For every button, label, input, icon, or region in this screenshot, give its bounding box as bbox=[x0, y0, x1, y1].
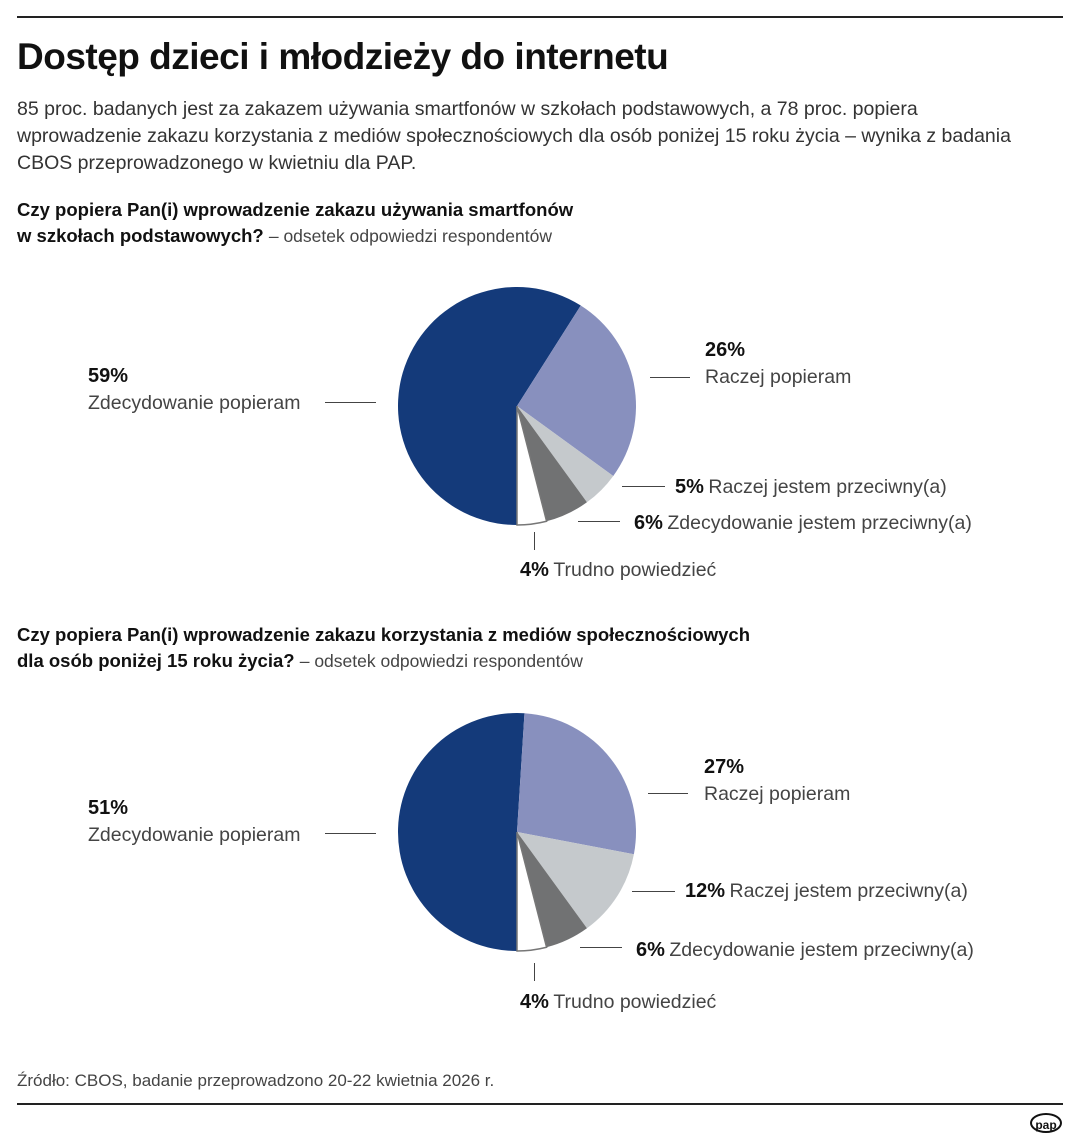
chart2-slice-0 bbox=[398, 713, 525, 951]
chart2-pct-1: 27% bbox=[704, 756, 745, 778]
chart1-slice-0 bbox=[398, 287, 581, 525]
chart2-leader-1 bbox=[648, 793, 688, 794]
chart1-leader-1 bbox=[650, 377, 690, 378]
chart1-entry-3: 6% Zdecydowanie jestem przeciwny(a) bbox=[634, 512, 972, 535]
chart2-leader-0 bbox=[325, 833, 376, 834]
chart1-leader-0 bbox=[325, 402, 376, 403]
chart1-pct-3: 6% bbox=[634, 512, 663, 534]
chart2-slice-3 bbox=[517, 832, 587, 948]
chart1-pct-2: 5% bbox=[675, 476, 704, 498]
chart1-question-line2: w szkołach podstawowych? bbox=[17, 225, 264, 246]
chart1-entry-2: 5% Raczej jestem przeciwny(a) bbox=[675, 476, 947, 499]
chart2-subtitle: – odsetek odpowiedzi respondentów bbox=[299, 651, 583, 671]
chart2-slice-2 bbox=[517, 832, 634, 929]
chart1-pct-4: 4% bbox=[520, 559, 549, 581]
chart2-leader-2 bbox=[632, 891, 675, 892]
chart1-slice-1 bbox=[517, 305, 637, 476]
chart2-slice-4 bbox=[516, 831, 548, 952]
chart2-slice-1 bbox=[517, 713, 637, 855]
chart1-leader-4 bbox=[534, 532, 535, 550]
chart2-label-2: Raczej jestem przeciwny(a) bbox=[729, 880, 968, 902]
chart1-question-line1: Czy popiera Pan(i) wprowadzenie zakazu u… bbox=[17, 199, 574, 220]
chart2-pct-2: 12% bbox=[685, 880, 726, 902]
chart2-leader-4 bbox=[534, 963, 535, 981]
pap-logo: pap bbox=[1030, 1113, 1062, 1133]
chart2-entry-4: 4% Trudno powiedzieć bbox=[520, 991, 716, 1014]
bottom-rule bbox=[17, 1103, 1063, 1105]
chart1-slice-4 bbox=[516, 405, 548, 526]
top-rule bbox=[17, 16, 1063, 18]
chart2-pct-4: 4% bbox=[520, 991, 549, 1013]
chart1-pct-1: 26% bbox=[705, 339, 746, 361]
chart2-pct-0: 51% bbox=[88, 797, 129, 819]
chart1-entry-4: 4% Trudno powiedzieć bbox=[520, 559, 716, 582]
chart2-label-4: Trudno powiedzieć bbox=[553, 991, 717, 1013]
chart1-label-0: Zdecydowanie popieram bbox=[88, 392, 301, 414]
chart2-entry-2: 12% Raczej jestem przeciwny(a) bbox=[685, 880, 968, 903]
chart2-label-0: Zdecydowanie popieram bbox=[88, 824, 301, 846]
chart2-pct-3: 6% bbox=[636, 939, 665, 961]
chart2-question-line1: Czy popiera Pan(i) wprowadzenie zakazu k… bbox=[17, 624, 750, 645]
chart2-label-1: Raczej popieram bbox=[704, 783, 851, 805]
page-title: Dostęp dzieci i młodzieży do internetu bbox=[17, 36, 669, 77]
chart1-label-1: Raczej popieram bbox=[705, 366, 852, 388]
chart1-slice-3 bbox=[517, 406, 587, 522]
chart1-question: Czy popiera Pan(i) wprowadzenie zakazu u… bbox=[17, 197, 573, 249]
lead-text: 85 proc. badanych jest za zakazem używan… bbox=[17, 98, 1011, 174]
chart2-entry-3: 6% Zdecydowanie jestem przeciwny(a) bbox=[636, 939, 974, 962]
chart1-pct-0: 59% bbox=[88, 365, 129, 387]
chart2-label-3: Zdecydowanie jestem przeciwny(a) bbox=[669, 939, 974, 961]
chart1-leader-3 bbox=[578, 521, 620, 522]
chart1-slice-2 bbox=[517, 406, 614, 503]
chart1-subtitle: – odsetek odpowiedzi respondentów bbox=[268, 226, 552, 246]
source-note: Źródło: CBOS, badanie przeprowadzono 20-… bbox=[17, 1071, 495, 1090]
chart1-label-3: Zdecydowanie jestem przeciwny(a) bbox=[667, 512, 972, 534]
chart1-label-2: Raczej jestem przeciwny(a) bbox=[708, 476, 947, 498]
chart2-question-line2: dla osób poniżej 15 roku życia? bbox=[17, 650, 295, 671]
chart1-label-4: Trudno powiedzieć bbox=[553, 559, 717, 581]
chart2-question: Czy popiera Pan(i) wprowadzenie zakazu k… bbox=[17, 622, 750, 674]
chart2-leader-3 bbox=[580, 947, 622, 948]
chart1-leader-2 bbox=[622, 486, 665, 487]
